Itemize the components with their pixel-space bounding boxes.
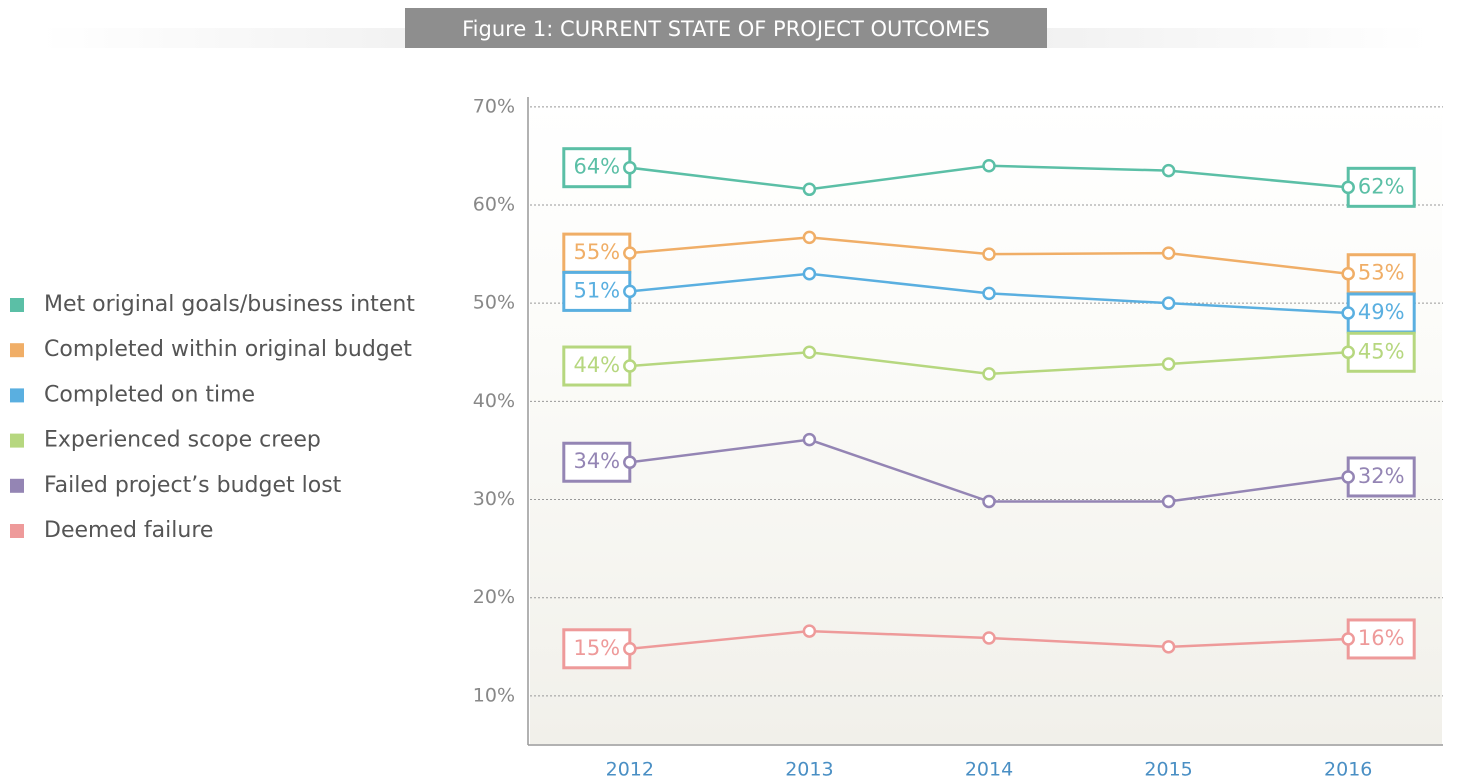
data-label: 32% bbox=[1358, 464, 1405, 488]
data-label: 62% bbox=[1358, 174, 1405, 198]
data-point bbox=[982, 494, 996, 509]
data-point bbox=[802, 345, 817, 360]
data-label: 15% bbox=[573, 636, 620, 660]
legend-swatch bbox=[10, 298, 24, 312]
data-label: 53% bbox=[1358, 261, 1405, 285]
data-label: 44% bbox=[573, 353, 620, 377]
legend-label: Met original goals/business intent bbox=[44, 292, 415, 317]
y-tick-label: 50% bbox=[473, 292, 515, 314]
data-point bbox=[802, 624, 817, 638]
x-tick-label: 2013 bbox=[785, 759, 833, 780]
x-tick-label: 2015 bbox=[1144, 759, 1192, 780]
data-point bbox=[982, 367, 996, 381]
data-point bbox=[1161, 640, 1176, 654]
data-point bbox=[982, 286, 996, 301]
legend-swatch bbox=[10, 433, 24, 448]
legend-label: Deemed failure bbox=[44, 518, 213, 543]
data-point bbox=[1161, 163, 1176, 178]
data-point bbox=[1341, 345, 1355, 360]
data-point bbox=[982, 158, 996, 173]
data-point bbox=[623, 284, 637, 299]
label-box bbox=[562, 628, 632, 670]
data-point bbox=[623, 642, 637, 656]
x-tick-label: 2014 bbox=[965, 759, 1013, 780]
label-box bbox=[1346, 166, 1416, 208]
x-tick-label: 2012 bbox=[606, 759, 654, 780]
header-box bbox=[405, 8, 1047, 48]
data-label: 34% bbox=[573, 449, 620, 473]
y-tick-label: 70% bbox=[473, 95, 515, 117]
x-tick-label: 2016 bbox=[1324, 759, 1372, 780]
legend-label: Completed on time bbox=[44, 382, 255, 407]
data-point bbox=[802, 182, 817, 197]
label-box bbox=[562, 232, 632, 274]
data-label: 45% bbox=[1358, 339, 1405, 363]
data-point bbox=[1161, 494, 1176, 509]
data-point bbox=[802, 266, 817, 281]
data-point bbox=[802, 230, 817, 245]
y-tick-label: 10% bbox=[473, 684, 515, 706]
legend-swatch bbox=[10, 343, 24, 358]
legend-swatch bbox=[10, 388, 24, 403]
data-label: 51% bbox=[573, 278, 620, 302]
label-box bbox=[562, 441, 632, 483]
data-point bbox=[1341, 180, 1355, 195]
data-point bbox=[802, 432, 817, 447]
data-point bbox=[623, 160, 637, 175]
data-label: 49% bbox=[1358, 300, 1405, 324]
data-point bbox=[1341, 632, 1355, 646]
legend-label: Experienced scope creep bbox=[44, 428, 321, 453]
y-tick-label: 30% bbox=[473, 488, 515, 510]
data-point bbox=[1341, 306, 1355, 320]
y-tick-label: 60% bbox=[473, 194, 515, 216]
legend-swatch bbox=[10, 524, 24, 538]
data-point bbox=[623, 246, 637, 260]
legend-swatch bbox=[10, 478, 24, 493]
y-tick-label: 20% bbox=[473, 586, 515, 608]
data-point bbox=[1161, 357, 1176, 371]
data-point bbox=[1341, 470, 1355, 484]
data-label: 64% bbox=[573, 155, 620, 179]
data-point bbox=[623, 455, 637, 469]
data-point bbox=[1161, 246, 1176, 260]
y-tick-label: 40% bbox=[473, 390, 515, 412]
legend-label: Completed within original budget bbox=[44, 337, 412, 362]
plot-background bbox=[530, 100, 1442, 744]
data-label: 55% bbox=[573, 240, 620, 264]
label-box bbox=[1346, 331, 1416, 373]
data-point bbox=[1161, 296, 1176, 310]
data-point bbox=[623, 359, 637, 373]
data-point bbox=[982, 247, 996, 261]
chart-title: Figure 1: CURRENT STATE OF PROJECT OUTCO… bbox=[462, 17, 990, 41]
data-point bbox=[982, 631, 996, 645]
data-point bbox=[1341, 266, 1355, 281]
data-label: 16% bbox=[1358, 626, 1405, 650]
legend-label: Failed project’s budget lost bbox=[44, 473, 342, 498]
